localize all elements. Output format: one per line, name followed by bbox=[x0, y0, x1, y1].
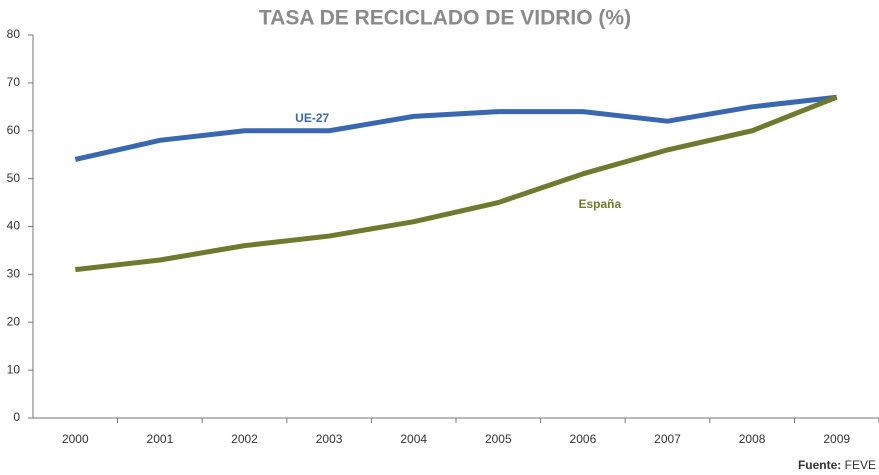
y-tick-label: 80 bbox=[7, 27, 21, 41]
y-tick-label: 20 bbox=[7, 314, 21, 328]
series-line bbox=[75, 94, 838, 273]
x-tick-label: 2008 bbox=[739, 432, 766, 446]
source: Fuente: FEVE bbox=[798, 458, 876, 472]
series-label: UE-27 bbox=[295, 111, 329, 125]
x-tick-label: 2003 bbox=[316, 432, 343, 446]
y-tick-label: 0 bbox=[13, 410, 20, 424]
y-tick-label: 60 bbox=[7, 123, 21, 137]
y-tick-label: 30 bbox=[7, 267, 21, 281]
source-label: Fuente: bbox=[798, 458, 841, 472]
x-tick-label: 2000 bbox=[62, 432, 89, 446]
chart-title: TASA DE RECICLADO DE VIDRIO (%) bbox=[259, 7, 631, 30]
x-tick-label: 2002 bbox=[231, 432, 258, 446]
source-value: FEVE bbox=[845, 458, 876, 472]
x-tick-label: 2006 bbox=[570, 432, 597, 446]
y-tick-label: 40 bbox=[7, 219, 21, 233]
series-line bbox=[74, 94, 837, 162]
series-label: España bbox=[578, 197, 621, 211]
y-tick-label: 10 bbox=[7, 362, 21, 376]
y-tick-label: 50 bbox=[7, 171, 21, 185]
x-tick-label: 2005 bbox=[485, 432, 512, 446]
x-tick-label: 2007 bbox=[654, 432, 681, 446]
x-tick-label: 2001 bbox=[147, 432, 174, 446]
y-tick-label: 70 bbox=[7, 75, 21, 89]
x-tick-label: 2009 bbox=[823, 432, 850, 446]
x-tick-label: 2004 bbox=[400, 432, 427, 446]
